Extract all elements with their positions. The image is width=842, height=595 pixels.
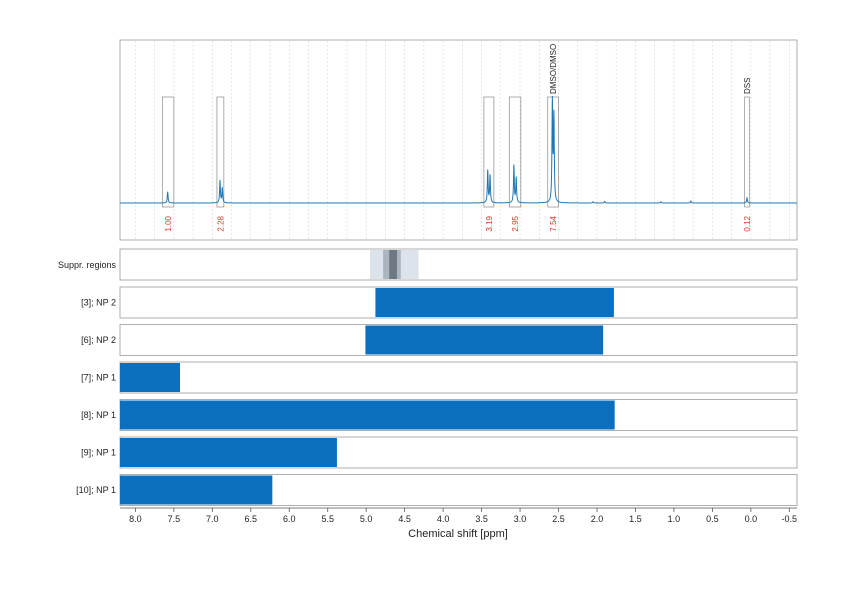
integral-box <box>508 96 522 208</box>
row-label: [9]; NP 1 <box>81 448 116 458</box>
suppression-panel: Suppr. regions <box>58 248 798 281</box>
integral-box <box>744 96 750 208</box>
x-tick-label: 1.0 <box>668 514 681 524</box>
x-tick-label: 4.0 <box>437 514 450 524</box>
row-frame <box>119 324 798 356</box>
row-label: [3]; NP 2 <box>81 298 116 308</box>
spectrum-panel <box>119 39 798 241</box>
peak-annotation: DMSO/DMSO <box>549 44 558 94</box>
x-tick-label: 2.5 <box>552 514 565 524</box>
x-axis: 8.0 7.5 7.0 6.5 6.0 5.5 5.0 4.5 4.0 3.5 3.0 2.5 2.0 1… <box>120 507 798 524</box>
integral-value: 2.95 <box>511 215 520 231</box>
x-tick-label: -0.5 <box>782 514 798 524</box>
integral-box <box>483 96 495 208</box>
integral-value: 0.12 <box>743 215 752 231</box>
row-frame <box>119 361 798 394</box>
range-bar <box>365 325 604 355</box>
spectrum-line <box>120 95 797 204</box>
suppression-region-inner <box>389 250 397 279</box>
x-tick-label: 8.0 <box>129 514 142 524</box>
bar-row: [3]; NP 2 <box>81 286 798 319</box>
x-tick-label: 0.0 <box>745 514 758 524</box>
x-tick-label: 5.5 <box>321 514 334 524</box>
bar-row: [9]; NP 1 <box>81 436 798 469</box>
row-label: [10]; NP 1 <box>76 485 116 495</box>
integral-value: 7.54 <box>549 215 558 231</box>
range-bar <box>120 438 337 467</box>
bar-row: [10]; NP 1 <box>76 474 798 506</box>
x-tick-label: 5.0 <box>360 514 373 524</box>
integral-value: 3.19 <box>485 215 494 231</box>
range-bar <box>120 475 273 505</box>
row-label: [7]; NP 1 <box>81 373 116 383</box>
suppression-frame <box>119 248 798 281</box>
x-tick-label: 2.0 <box>591 514 604 524</box>
x-tick-label: 6.0 <box>283 514 296 524</box>
integral-box <box>161 96 175 208</box>
x-tick-label: 7.0 <box>206 514 219 524</box>
x-tick-label: 6.5 <box>245 514 258 524</box>
integral-boxes: 1.00 2.28 3.19 2.95 7.54 0.12 <box>161 96 752 232</box>
peak-annotations: DMSO/DMSO DSS <box>549 44 752 94</box>
bar-rows: [3]; NP 2 [6]; NP 2 [7]; NP 1 [8]; NP 1 [9];… <box>76 286 798 506</box>
row-label: [6]; NP 2 <box>81 335 116 345</box>
x-tick-label: 3.0 <box>514 514 527 524</box>
bar-row: [8]; NP 1 <box>81 399 798 431</box>
x-tick-label: 7.5 <box>168 514 181 524</box>
range-bar <box>120 363 181 392</box>
integral-value: 1.00 <box>164 215 173 231</box>
integral-box <box>216 96 225 208</box>
grid-lines <box>135 41 790 239</box>
x-tick-label: 1.5 <box>629 514 642 524</box>
bar-row: [6]; NP 2 <box>81 324 798 356</box>
integral-value: 2.28 <box>216 215 225 231</box>
x-tick-label: 0.5 <box>706 514 719 524</box>
bar-row: [7]; NP 1 <box>81 361 798 394</box>
x-tick-label: 4.5 <box>398 514 411 524</box>
suppression-label: Suppr. regions <box>58 260 117 270</box>
integral-box <box>547 96 559 208</box>
row-frame <box>119 286 798 319</box>
range-bar <box>375 288 614 317</box>
row-label: [8]; NP 1 <box>81 410 116 420</box>
x-tick-label: 3.5 <box>475 514 488 524</box>
x-axis-label: Chemical shift [ppm] <box>408 528 508 540</box>
range-bar <box>120 400 615 430</box>
peak-annotation: DSS <box>743 78 752 94</box>
